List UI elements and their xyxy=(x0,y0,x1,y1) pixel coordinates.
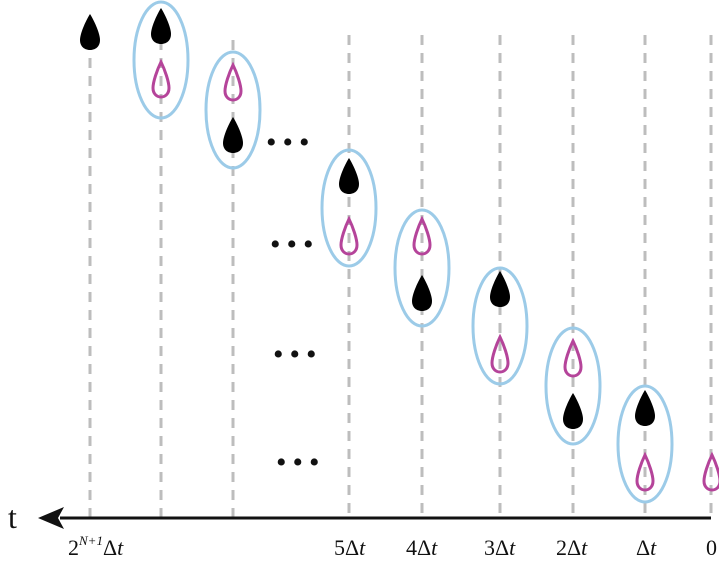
outline-drop-icon xyxy=(223,61,243,102)
pair-ellipse xyxy=(616,384,674,504)
tick-tail: Δ xyxy=(636,535,650,560)
outline-drop-icon xyxy=(490,333,510,374)
outline-drop-icon xyxy=(635,451,655,492)
tick-tail: 0 xyxy=(706,535,717,560)
tick-label: 3Δt xyxy=(484,535,516,560)
ellipsis-dots: ••• xyxy=(270,228,320,261)
pair-ellipse xyxy=(320,148,378,268)
tick-tail: 2Δ xyxy=(556,535,581,560)
tick-tail: 4Δ xyxy=(406,535,431,560)
axis-label: t xyxy=(8,499,17,535)
ellipsis-dots: ••• xyxy=(266,126,316,159)
axis-arrow-icon xyxy=(38,507,64,529)
time-axis: t xyxy=(8,499,711,535)
tick-label: 2N+1Δt xyxy=(68,533,124,560)
filled-drop-icon xyxy=(80,14,100,50)
ellipsis-dots: ••• xyxy=(273,338,323,371)
tick-label: 2Δt xyxy=(556,535,588,560)
tick-var: t xyxy=(650,535,657,560)
filled-drops xyxy=(80,8,655,429)
tick-label: Δt xyxy=(636,535,657,560)
outline-drops xyxy=(151,58,719,492)
pair-ellipse xyxy=(393,208,451,328)
filled-drop-icon xyxy=(223,117,243,153)
ellipsis-group: ••• ••• ••• ••• xyxy=(266,126,326,479)
tick-tail: 3Δ xyxy=(484,535,509,560)
tick-tail: 5Δ xyxy=(334,535,359,560)
tick-var: t xyxy=(509,535,516,560)
tick-sup: N+1 xyxy=(78,533,103,548)
tick-label: 5Δt xyxy=(334,535,366,560)
filled-drop-icon xyxy=(151,8,171,44)
pair-ellipse xyxy=(204,50,262,170)
tick-labels: 2N+1Δt 5Δt 4Δt 3Δt 2Δt Δt 0 xyxy=(68,533,717,560)
tick-var: t xyxy=(581,535,588,560)
pair-ellipse xyxy=(471,266,529,386)
outline-drop-icon xyxy=(339,215,359,256)
tick-var: t xyxy=(117,535,124,560)
pair-ellipses xyxy=(132,0,674,504)
outline-drop-icon xyxy=(151,58,171,99)
outline-drop-icon xyxy=(702,451,719,492)
filled-drop-icon xyxy=(563,393,583,429)
tick-var: t xyxy=(359,535,366,560)
tick-base: 2 xyxy=(68,535,79,560)
tick-label: 0 xyxy=(706,535,717,560)
ellipsis-dots: ••• xyxy=(276,446,326,479)
filled-drop-icon xyxy=(490,271,510,307)
outline-drop-icon xyxy=(412,215,432,256)
filled-drop-icon xyxy=(635,390,655,426)
filled-drop-icon xyxy=(339,158,359,194)
tick-var: t xyxy=(431,535,438,560)
filled-drop-icon xyxy=(412,275,432,311)
pair-ellipse xyxy=(132,0,190,120)
tick-tail: Δ xyxy=(103,535,117,560)
pair-ellipse xyxy=(544,326,602,446)
tick-label: 4Δt xyxy=(406,535,438,560)
outline-drop-icon xyxy=(563,337,583,378)
